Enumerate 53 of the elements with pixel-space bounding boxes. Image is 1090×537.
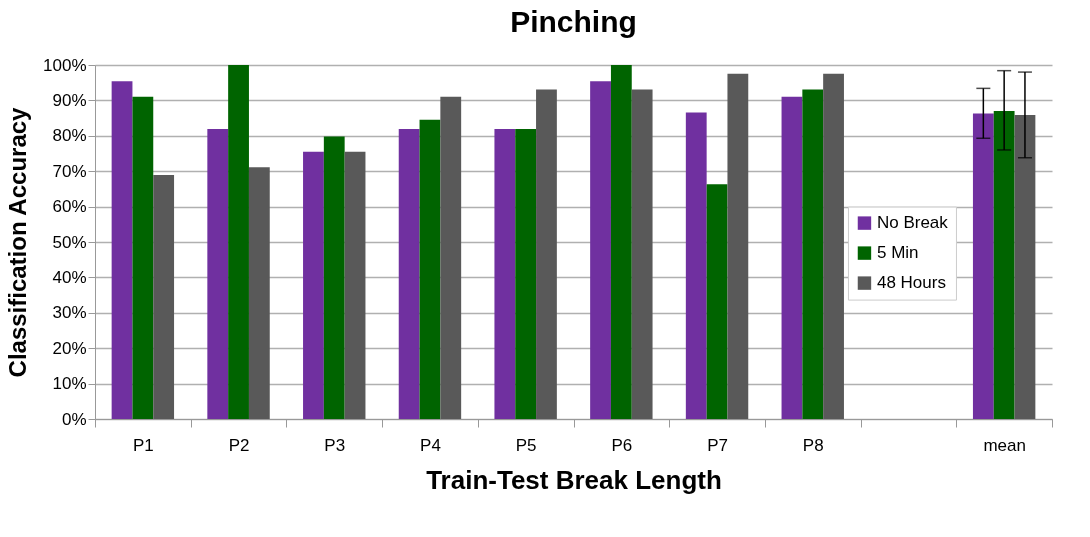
- bar: [132, 96, 154, 419]
- bar: [1014, 114, 1036, 419]
- bar: [398, 129, 420, 419]
- bar: [685, 112, 707, 419]
- bar: [727, 73, 749, 419]
- bar: [802, 89, 824, 419]
- bar: [494, 129, 516, 419]
- bar: [228, 65, 249, 419]
- bar: [536, 89, 557, 419]
- x-tick-label: P1: [132, 435, 154, 455]
- y-axis-title: Classification Accuracy: [4, 106, 32, 378]
- bar: [515, 129, 537, 419]
- y-tick-label: 10%: [52, 374, 87, 394]
- bar: [419, 119, 441, 419]
- bar: [248, 167, 270, 419]
- bar: [344, 151, 366, 419]
- y-tick-label: 90%: [52, 90, 87, 110]
- chart-title: Pinching: [510, 5, 637, 38]
- y-tick-label: 100%: [43, 55, 87, 75]
- bar: [111, 81, 133, 419]
- legend-label: 48 Hours: [876, 273, 946, 293]
- y-tick-label: 30%: [52, 303, 87, 323]
- bar: [706, 184, 728, 419]
- x-tick-label: P4: [420, 435, 441, 455]
- y-tick-label: 20%: [52, 338, 87, 358]
- bar: [993, 111, 1015, 419]
- bar: [153, 175, 175, 419]
- x-tick-label: P3: [324, 435, 346, 455]
- y-tick-label: 70%: [52, 161, 87, 181]
- y-tick-label: 40%: [52, 267, 87, 287]
- x-tick-label: P8: [802, 435, 824, 455]
- y-tick-label: 50%: [52, 232, 87, 252]
- x-tick-label: mean: [983, 435, 1026, 455]
- bar: [823, 73, 844, 419]
- x-axis-title: Train-Test Break Length: [426, 464, 722, 495]
- bar: [610, 65, 632, 419]
- bar: [781, 96, 803, 419]
- bar: [303, 151, 324, 419]
- x-tick-label: P6: [611, 435, 633, 455]
- bar: [207, 129, 229, 419]
- y-tick-label: 60%: [52, 197, 87, 217]
- x-tick-label: P5: [515, 435, 537, 455]
- legend-label: No Break: [876, 213, 949, 233]
- x-tick-label: P2: [228, 435, 250, 455]
- legend-label: 5 Min: [876, 243, 919, 263]
- bar: [440, 96, 462, 419]
- y-tick-label: 80%: [52, 126, 87, 146]
- bar: [323, 136, 345, 419]
- y-tick-label: 0%: [61, 409, 87, 429]
- bar: [972, 113, 994, 419]
- x-tick-label: P7: [707, 435, 728, 455]
- bar: [590, 81, 611, 419]
- bar: [631, 89, 653, 419]
